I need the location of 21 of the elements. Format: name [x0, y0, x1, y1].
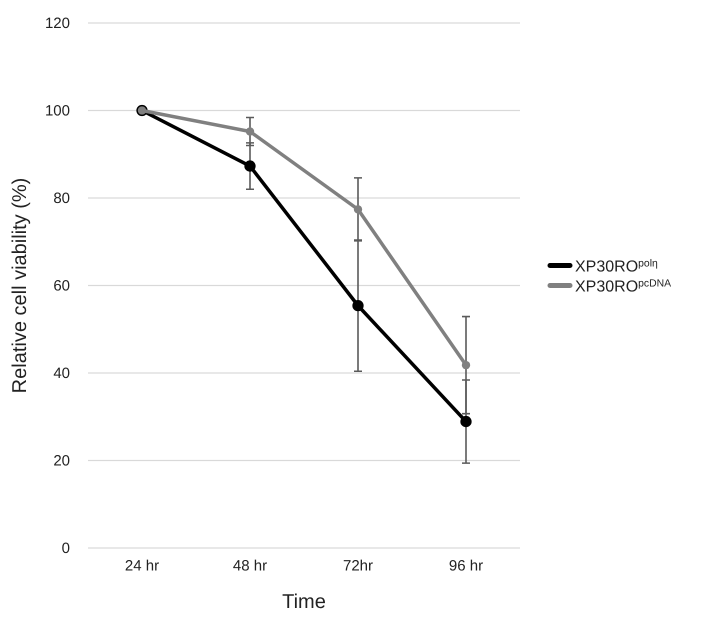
y-tick-label: 120 [44, 14, 70, 32]
legend-label: XP30RO$^{polη}$ [575, 258, 658, 276]
x-tick-label: 72hr [342, 558, 374, 575]
x-tick-label: 24 hr [124, 558, 160, 575]
point [460, 416, 472, 428]
point [244, 160, 256, 172]
point [462, 360, 470, 370]
point [354, 205, 362, 214]
x-tick-label: 96 hr [448, 558, 484, 575]
y-tick-label: 60 [53, 277, 70, 294]
y-tick-label: 40 [53, 364, 70, 382]
y-tick-label: 80 [53, 190, 70, 207]
y-tick-label: 0 [62, 540, 70, 557]
x-axis-title: Time [282, 591, 326, 613]
x-tick-label: 48 hr [232, 558, 268, 575]
point [246, 127, 254, 136]
y-axis-title: Relative cell viability (%) [9, 178, 31, 394]
point [352, 300, 364, 312]
y-tick-label: 20 [53, 452, 70, 470]
y-tick-label: 100 [44, 102, 70, 120]
legend-label: XP30RO$^{pcDNA}$ [575, 278, 672, 296]
